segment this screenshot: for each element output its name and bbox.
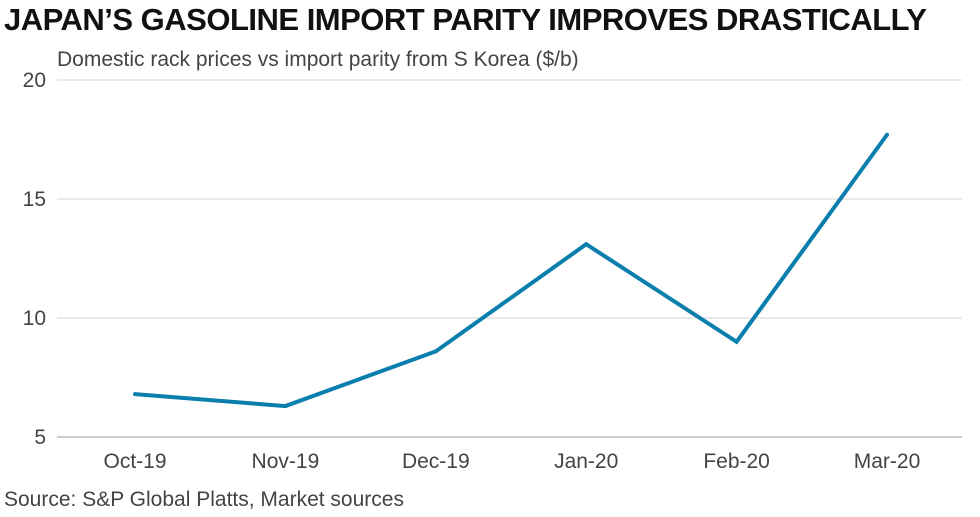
x-axis-ticks: Oct-19 Nov-19 Dec-19 Jan-20 Feb-20 Mar-20: [103, 450, 920, 473]
y-axis-ticks: 5 10 15 20: [23, 69, 46, 449]
source-note: Source: S&P Global Platts, Market source…: [4, 488, 404, 511]
x-tick-label: Jan-20: [554, 450, 618, 473]
x-tick-label: Mar-20: [854, 450, 921, 473]
gridlines: [57, 79, 962, 438]
data-point: [885, 132, 889, 137]
data-point: [133, 392, 137, 397]
series-line: [134, 133, 889, 409]
y-tick-label: 10: [23, 307, 46, 330]
y-tick-label: 15: [23, 188, 46, 211]
data-point: [584, 242, 589, 247]
data-point: [734, 339, 739, 344]
y-tick-label: 5: [34, 426, 46, 449]
x-tick-label: Oct-19: [103, 450, 166, 473]
data-point: [283, 404, 288, 409]
x-tick-label: Nov-19: [252, 450, 320, 473]
chart-title: JAPAN’S GASOLINE IMPORT PARITY IMPROVES …: [4, 2, 927, 37]
x-tick-label: Dec-19: [402, 450, 470, 473]
chart-subtitle: Domestic rack prices vs import parity fr…: [57, 48, 579, 71]
series-layer: [133, 132, 889, 409]
x-tick-label: Feb-20: [703, 450, 770, 473]
y-tick-label: 20: [23, 69, 46, 92]
data-point: [433, 349, 438, 354]
